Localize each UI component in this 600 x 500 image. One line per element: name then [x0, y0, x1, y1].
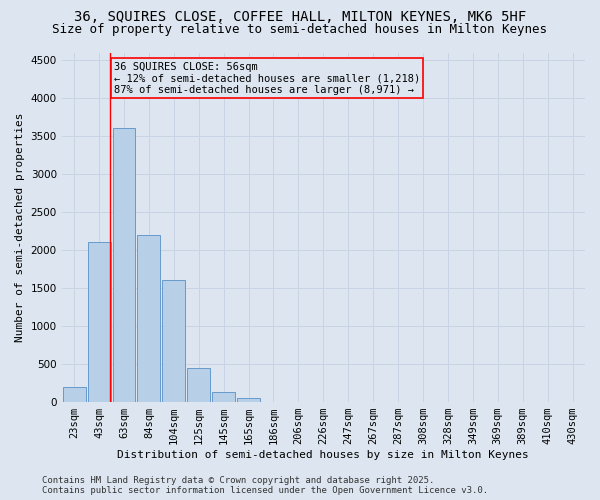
Text: Size of property relative to semi-detached houses in Milton Keynes: Size of property relative to semi-detach… [53, 22, 548, 36]
Text: 36, SQUIRES CLOSE, COFFEE HALL, MILTON KEYNES, MK6 5HF: 36, SQUIRES CLOSE, COFFEE HALL, MILTON K… [74, 10, 526, 24]
Bar [137, 235, 160, 402]
Bar [212, 392, 235, 402]
Bar [113, 128, 136, 402]
Bar [187, 368, 210, 402]
Y-axis label: Number of semi-detached properties: Number of semi-detached properties [15, 112, 25, 342]
Bar [163, 280, 185, 402]
Bar [237, 398, 260, 402]
Text: Contains HM Land Registry data © Crown copyright and database right 2025.
Contai: Contains HM Land Registry data © Crown c… [42, 476, 488, 495]
X-axis label: Distribution of semi-detached houses by size in Milton Keynes: Distribution of semi-detached houses by … [118, 450, 529, 460]
Bar [88, 242, 110, 402]
Bar [62, 387, 86, 402]
Text: 36 SQUIRES CLOSE: 56sqm
← 12% of semi-detached houses are smaller (1,218)
87% of: 36 SQUIRES CLOSE: 56sqm ← 12% of semi-de… [114, 62, 420, 95]
